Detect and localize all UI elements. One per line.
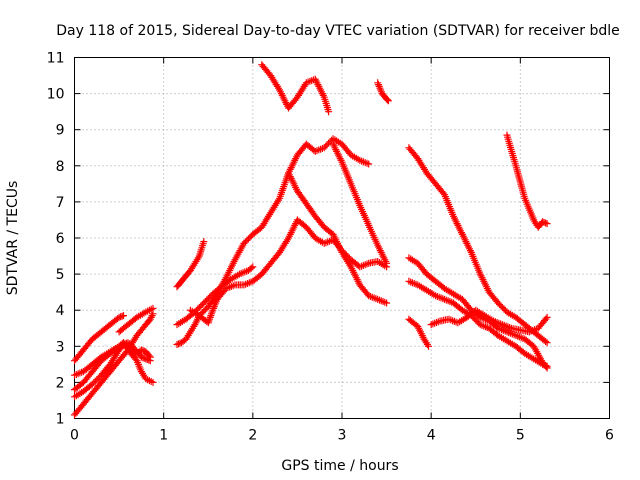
- series-arc-15: [405, 144, 551, 347]
- y-tick-label: 8: [56, 159, 65, 175]
- series-arc-9: [173, 135, 373, 348]
- plus-markers: [258, 61, 333, 116]
- x-tick-label: 6: [605, 428, 614, 444]
- x-tick-labels: 0 1 2 3 4 5 6: [70, 428, 614, 444]
- plus-markers: [503, 131, 551, 231]
- plus-markers: [173, 238, 208, 291]
- plus-markers: [173, 135, 373, 348]
- x-tick-label: 2: [248, 428, 257, 444]
- y-tick-label: 4: [56, 303, 65, 319]
- y-tick-label: 3: [56, 339, 65, 355]
- y-tick-label: 1: [56, 412, 65, 428]
- series-arc-11: [258, 61, 333, 116]
- x-tick-label: 4: [427, 428, 436, 444]
- plus-markers: [329, 140, 391, 267]
- series-arc-7: [173, 238, 208, 291]
- x-tick-label: 1: [159, 428, 168, 444]
- plus-markers: [405, 315, 432, 350]
- series-arc-12: [285, 169, 391, 307]
- plus-markers: [374, 79, 392, 105]
- plus-markers: [115, 304, 157, 336]
- series-arc-14: [374, 79, 392, 105]
- series-arc-4: [71, 339, 154, 401]
- series-arc-1: [71, 312, 127, 365]
- y-tick-label: 11: [47, 51, 65, 67]
- series-arc-5: [71, 310, 157, 419]
- y-axis-label: SDTVAR / TECUs: [5, 181, 21, 296]
- plus-markers: [71, 310, 157, 419]
- series-arc-20: [503, 131, 551, 231]
- x-tick-label: 5: [516, 428, 525, 444]
- plus-markers: [285, 169, 391, 307]
- plus-markers: [71, 339, 154, 401]
- plus-markers: [71, 312, 127, 365]
- axis-ticks: [74, 57, 610, 419]
- series-arc-16: [405, 254, 551, 372]
- x-axis-label: GPS time / hours: [281, 458, 398, 474]
- chart-title: Day 118 of 2015, Sidereal Day-to-day VTE…: [56, 23, 620, 39]
- y-tick-label: 9: [56, 123, 65, 139]
- x-tick-label: 3: [338, 428, 347, 444]
- y-tick-label: 7: [56, 195, 65, 211]
- plus-markers: [405, 144, 551, 347]
- y-tick-label: 6: [56, 231, 65, 247]
- series-arc-13: [329, 140, 391, 267]
- x-tick-label: 0: [70, 428, 79, 444]
- y-tick-label: 2: [56, 375, 65, 391]
- plus-markers: [405, 254, 551, 372]
- series-arc-19: [427, 306, 551, 336]
- y-tick-label: 10: [47, 87, 65, 103]
- series-arc-6: [115, 304, 157, 336]
- plus-markers: [427, 306, 551, 336]
- series-arc-18: [405, 315, 432, 350]
- data-series: [71, 61, 551, 419]
- y-tick-labels: 1 2 3 4 5 6 7 8 9 10 11: [47, 51, 65, 428]
- y-tick-label: 5: [56, 267, 65, 283]
